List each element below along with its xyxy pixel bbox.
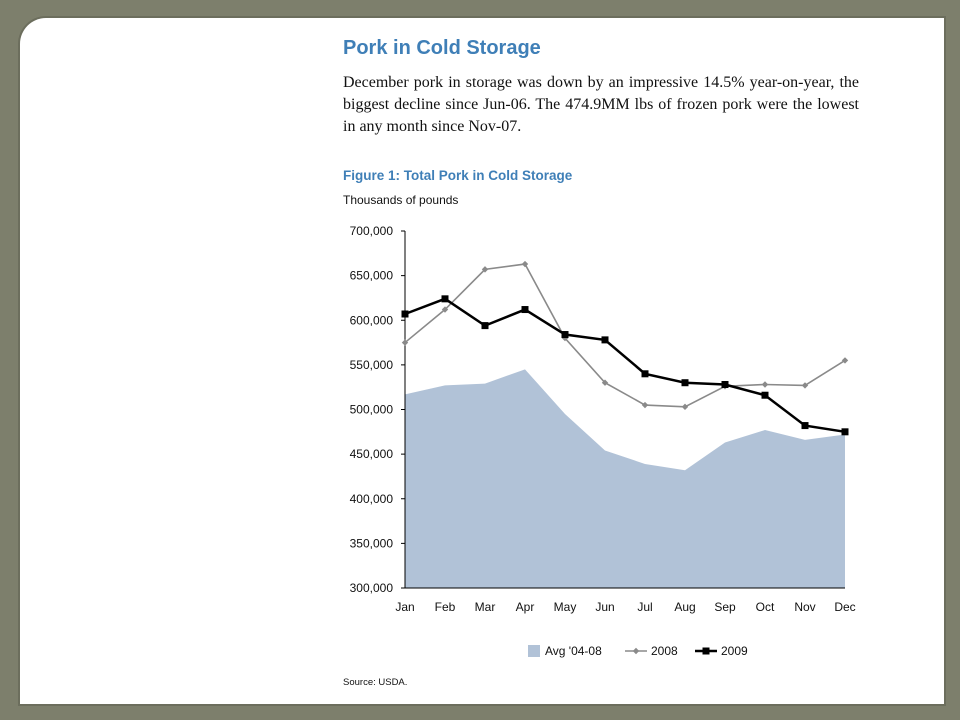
x-tick-labels: Jan Feb Mar Apr May Jun Jul Aug Sep Oct Nov Dec bbox=[395, 600, 855, 614]
y-tick-label: 700,000 bbox=[350, 224, 394, 238]
x-tick-label: Sep bbox=[714, 600, 736, 614]
area-series-avg bbox=[405, 369, 845, 588]
point-2009 bbox=[401, 310, 409, 318]
x-tick-label: Nov bbox=[794, 600, 815, 614]
x-tick-label: Jan bbox=[395, 600, 414, 614]
point-2008 bbox=[481, 266, 489, 273]
point-2009 bbox=[801, 422, 809, 430]
y-tick-labels: 300,000 350,000 400,000 450,000 500,000 550,0… bbox=[350, 224, 394, 595]
x-tick-label: Apr bbox=[516, 600, 535, 614]
point-2009 bbox=[681, 379, 689, 387]
point-2008 bbox=[801, 382, 809, 389]
x-tick-label: Dec bbox=[834, 600, 855, 614]
intro-paragraph: December pork in storage was down by an … bbox=[343, 74, 859, 135]
point-2008 bbox=[841, 357, 849, 364]
section-title: Pork in Cold Storage bbox=[343, 37, 541, 59]
point-2008 bbox=[681, 403, 689, 411]
legend-label-2009: 2009 bbox=[721, 644, 748, 658]
y-tick-label: 300,000 bbox=[350, 581, 394, 595]
point-2008 bbox=[601, 379, 609, 386]
point-2008 bbox=[441, 306, 449, 313]
point-2009 bbox=[641, 370, 649, 378]
y-tick-label: 500,000 bbox=[350, 403, 394, 417]
legend-label-avg-04-08: Avg '04-08 bbox=[545, 644, 602, 658]
point-2009 bbox=[841, 428, 849, 436]
y-tick-label: 650,000 bbox=[350, 269, 394, 283]
legend-marker-2009 bbox=[702, 647, 710, 655]
chart-canvas: 300,000 350,000 400,000 450,000 500,000 550,0… bbox=[350, 224, 856, 658]
point-2008 bbox=[641, 401, 649, 409]
x-tick-label: May bbox=[554, 600, 577, 614]
y-tick-label: 600,000 bbox=[350, 313, 394, 327]
figure-title: Figure 1: Total Pork in Cold Storage bbox=[343, 168, 573, 183]
y-tick-label: 400,000 bbox=[350, 492, 394, 506]
slide-frame: Pork in Cold Storage December pork in st… bbox=[20, 18, 944, 704]
point-2008 bbox=[761, 381, 769, 388]
legend-swatch-avg-04-08 bbox=[528, 645, 540, 657]
x-tick-label: Aug bbox=[674, 600, 695, 614]
chart-legend: Avg '04-08 2008 2009 bbox=[528, 644, 748, 658]
x-tick-label: Mar bbox=[475, 600, 496, 614]
x-tick-label: Jun bbox=[595, 600, 614, 614]
point-2009 bbox=[481, 322, 489, 330]
point-2009 bbox=[761, 391, 769, 399]
legend-label-2008: 2008 bbox=[651, 644, 678, 658]
figure-subtitle: Thousands of pounds bbox=[343, 193, 459, 207]
x-tick-label: Jul bbox=[637, 600, 652, 614]
point-2009 bbox=[441, 295, 449, 303]
x-tick-label: Oct bbox=[756, 600, 775, 614]
point-2009 bbox=[561, 331, 569, 339]
area-avg-04-08 bbox=[405, 369, 845, 588]
line-series bbox=[401, 260, 849, 436]
point-2008 bbox=[521, 260, 529, 268]
x-tick-label: Feb bbox=[435, 600, 456, 614]
y-tick-label: 550,000 bbox=[350, 358, 394, 372]
source-note: Source: USDA. bbox=[343, 677, 408, 688]
point-2009 bbox=[601, 336, 609, 344]
point-2008 bbox=[401, 339, 409, 346]
y-tick-label: 450,000 bbox=[350, 447, 394, 461]
line-2009 bbox=[404, 297, 846, 434]
document-page: Pork in Cold Storage December pork in st… bbox=[20, 18, 944, 704]
point-2009 bbox=[521, 306, 529, 314]
chart-axes bbox=[401, 230, 845, 589]
y-tick-label: 350,000 bbox=[350, 536, 394, 550]
point-2009 bbox=[721, 381, 729, 389]
line-2008 bbox=[404, 263, 846, 408]
legend-marker-2008 bbox=[632, 647, 640, 655]
